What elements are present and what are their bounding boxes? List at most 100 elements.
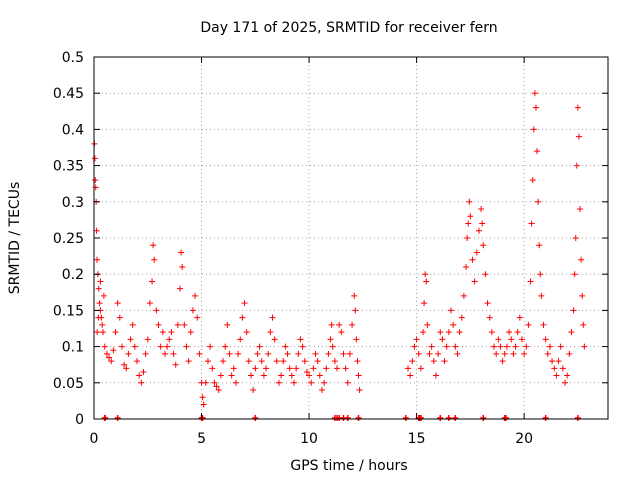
data-point (557, 343, 564, 350)
data-point (194, 314, 201, 321)
data-point (155, 321, 162, 328)
data-point (316, 372, 323, 379)
data-point (112, 329, 119, 336)
data-point (282, 343, 289, 350)
data-point (127, 336, 134, 343)
data-point (499, 358, 506, 365)
data-point (211, 379, 218, 386)
data-point (426, 350, 433, 357)
data-point (561, 379, 568, 386)
data-point (409, 358, 416, 365)
data-point (469, 256, 476, 263)
data-point (100, 329, 107, 336)
data-point (448, 307, 455, 314)
data-point (310, 365, 317, 372)
baseline-point (402, 415, 409, 421)
data-point (329, 343, 336, 350)
data-point (106, 354, 113, 361)
data-point (166, 336, 173, 343)
data-point (230, 365, 237, 372)
data-point (423, 278, 430, 285)
data-point (531, 90, 538, 97)
data-point (271, 336, 278, 343)
data-point (575, 133, 582, 140)
data-point (224, 321, 231, 328)
data-point (306, 372, 313, 379)
data-point (114, 300, 121, 307)
data-point (241, 300, 248, 307)
data-point (353, 336, 360, 343)
data-point (479, 220, 486, 227)
data-point (129, 321, 136, 328)
data-point (488, 329, 495, 336)
data-point (579, 292, 586, 299)
data-point (493, 350, 500, 357)
data-point (91, 155, 98, 162)
data-point (356, 387, 363, 394)
data-point (529, 177, 536, 184)
baseline-point (542, 415, 549, 421)
data-point (103, 350, 110, 357)
data-point (422, 271, 429, 278)
y-tick-label: 0.05 (53, 376, 84, 392)
data-point (580, 321, 587, 328)
data-point (260, 372, 267, 379)
data-point (95, 314, 102, 321)
data-point (443, 343, 450, 350)
x-tick-label: 0 (90, 431, 99, 447)
data-point (96, 300, 103, 307)
data-point (258, 358, 265, 365)
data-point (284, 350, 291, 357)
data-point (501, 350, 508, 357)
data-point (482, 271, 489, 278)
data-point (288, 372, 295, 379)
data-point (497, 343, 504, 350)
data-point (123, 365, 130, 372)
data-point (138, 379, 145, 386)
baseline-point (452, 415, 459, 421)
data-point (179, 263, 186, 270)
data-point (555, 358, 562, 365)
data-point (484, 300, 491, 307)
data-point (514, 329, 521, 336)
data-point (232, 379, 239, 386)
y-tick-label: 0.45 (53, 86, 84, 102)
data-point (252, 365, 259, 372)
data-point (93, 227, 100, 234)
data-point (247, 372, 254, 379)
data-point (570, 307, 577, 314)
x-tick-label: 5 (197, 431, 206, 447)
data-point (527, 278, 534, 285)
data-point (308, 379, 315, 386)
y-tick-label: 0.3 (62, 195, 84, 211)
data-point (544, 350, 551, 357)
y-tick-label: 0.25 (53, 231, 84, 247)
data-point (168, 329, 175, 336)
data-point (299, 343, 306, 350)
data-point (559, 365, 566, 372)
data-point (503, 343, 510, 350)
data-point (263, 365, 270, 372)
data-point (265, 350, 272, 357)
data-point (428, 343, 435, 350)
data-point (295, 350, 302, 357)
data-point (342, 365, 349, 372)
baseline-point (355, 415, 362, 421)
data-point (101, 343, 108, 350)
data-point (174, 321, 181, 328)
data-point (424, 321, 431, 328)
data-point (286, 365, 293, 372)
data-point (185, 358, 192, 365)
data-point (450, 321, 457, 328)
data-point (432, 372, 439, 379)
data-point (512, 343, 519, 350)
data-point (516, 314, 523, 321)
data-point (187, 329, 194, 336)
data-point (508, 336, 515, 343)
data-point (421, 300, 428, 307)
data-point (293, 365, 300, 372)
y-tick-label: 0 (75, 412, 84, 428)
data-point (314, 358, 321, 365)
data-point (355, 372, 362, 379)
data-point (131, 343, 138, 350)
